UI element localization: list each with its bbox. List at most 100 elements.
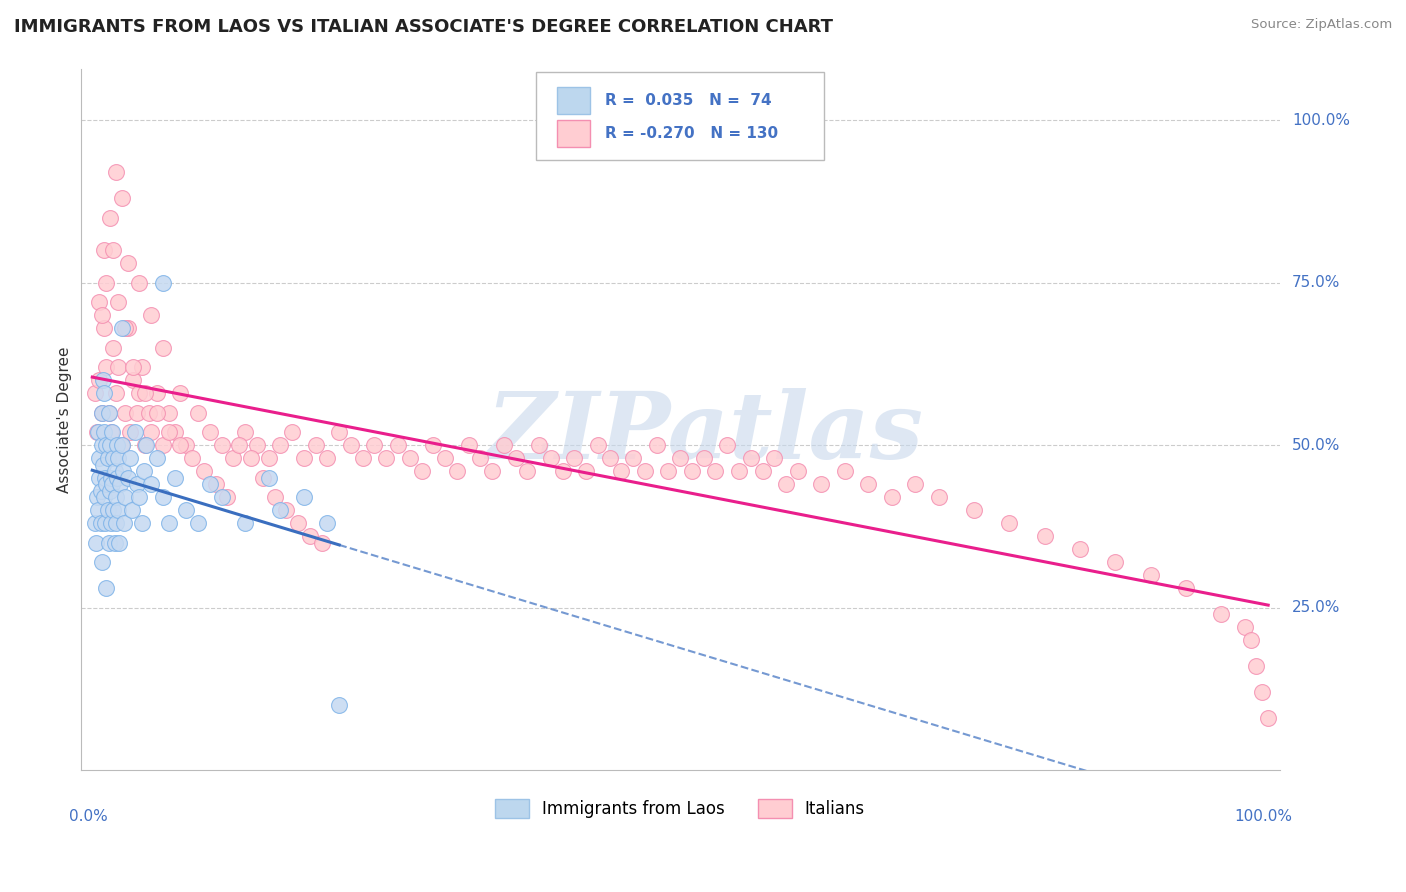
Point bbox=[240, 451, 263, 466]
Point bbox=[263, 490, 285, 504]
Y-axis label: Associate's Degree: Associate's Degree bbox=[58, 346, 72, 492]
Point bbox=[311, 535, 333, 549]
Point bbox=[181, 451, 204, 466]
Point bbox=[96, 360, 118, 375]
Point bbox=[94, 471, 117, 485]
Point bbox=[152, 276, 174, 290]
Point bbox=[1104, 555, 1126, 569]
Point bbox=[101, 425, 124, 440]
Point bbox=[810, 477, 832, 491]
Point bbox=[146, 451, 169, 466]
Point bbox=[105, 471, 128, 485]
Point bbox=[139, 309, 162, 323]
Point bbox=[786, 464, 808, 478]
Point bbox=[152, 490, 174, 504]
Point bbox=[97, 406, 120, 420]
Point bbox=[118, 451, 141, 466]
Point bbox=[93, 490, 115, 504]
Text: 100.0%: 100.0% bbox=[1292, 113, 1350, 128]
Point bbox=[193, 464, 215, 478]
Point bbox=[287, 516, 309, 531]
Point bbox=[131, 360, 153, 375]
Point bbox=[775, 477, 797, 491]
FancyBboxPatch shape bbox=[557, 120, 591, 147]
Point bbox=[91, 373, 114, 387]
Point bbox=[100, 471, 122, 485]
Point bbox=[187, 516, 209, 531]
Point bbox=[316, 451, 339, 466]
Legend: Immigrants from Laos, Italians: Immigrants from Laos, Italians bbox=[489, 792, 872, 825]
Point bbox=[111, 438, 134, 452]
Point bbox=[90, 309, 112, 323]
Point bbox=[101, 477, 124, 491]
Point bbox=[564, 451, 586, 466]
Point bbox=[98, 438, 121, 452]
Point bbox=[122, 360, 145, 375]
Point bbox=[834, 464, 856, 478]
Point bbox=[96, 451, 118, 466]
Point bbox=[269, 438, 291, 452]
Point bbox=[540, 451, 562, 466]
Point bbox=[146, 386, 169, 401]
Point bbox=[146, 406, 169, 420]
Point bbox=[97, 535, 120, 549]
Point bbox=[187, 406, 209, 420]
Point bbox=[117, 471, 139, 485]
Point bbox=[728, 464, 751, 478]
Point bbox=[103, 341, 125, 355]
Point bbox=[398, 451, 420, 466]
Point bbox=[470, 451, 492, 466]
Text: Source: ZipAtlas.com: Source: ZipAtlas.com bbox=[1251, 18, 1392, 31]
Point bbox=[84, 535, 107, 549]
Point bbox=[111, 191, 134, 205]
Point bbox=[434, 451, 457, 466]
Point bbox=[621, 451, 644, 466]
Point bbox=[963, 503, 986, 517]
Point bbox=[94, 516, 117, 531]
Point bbox=[139, 425, 162, 440]
Point bbox=[103, 451, 125, 466]
Point bbox=[93, 321, 115, 335]
Point bbox=[157, 406, 180, 420]
Point bbox=[211, 490, 233, 504]
Point bbox=[998, 516, 1021, 531]
Point bbox=[131, 516, 153, 531]
Point bbox=[91, 458, 114, 472]
Point bbox=[117, 256, 139, 270]
Point bbox=[328, 698, 350, 712]
Point bbox=[135, 438, 157, 452]
Point bbox=[138, 406, 160, 420]
Point bbox=[117, 321, 139, 335]
Point bbox=[90, 406, 112, 420]
Point bbox=[880, 490, 903, 504]
Point bbox=[100, 425, 122, 440]
Point bbox=[93, 386, 115, 401]
Point bbox=[446, 464, 468, 478]
Point bbox=[90, 438, 112, 452]
Point bbox=[763, 451, 786, 466]
Text: ZIPatlas: ZIPatlas bbox=[485, 388, 922, 478]
Point bbox=[1033, 529, 1056, 543]
Point bbox=[83, 516, 105, 531]
Point bbox=[104, 464, 127, 478]
Point bbox=[96, 276, 118, 290]
Point bbox=[107, 295, 129, 310]
Text: 75.0%: 75.0% bbox=[1292, 276, 1340, 291]
Point bbox=[104, 516, 127, 531]
Point bbox=[1246, 659, 1268, 673]
Point bbox=[740, 451, 762, 466]
Point bbox=[87, 425, 110, 440]
Point bbox=[89, 295, 111, 310]
Point bbox=[121, 503, 143, 517]
Point bbox=[83, 386, 105, 401]
Point bbox=[751, 464, 773, 478]
Point bbox=[100, 516, 122, 531]
Point bbox=[1069, 542, 1091, 557]
Point bbox=[281, 425, 304, 440]
Point bbox=[610, 464, 633, 478]
Point bbox=[93, 425, 115, 440]
Point bbox=[276, 503, 298, 517]
Point bbox=[904, 477, 927, 491]
Point bbox=[233, 516, 256, 531]
Point bbox=[98, 483, 121, 498]
